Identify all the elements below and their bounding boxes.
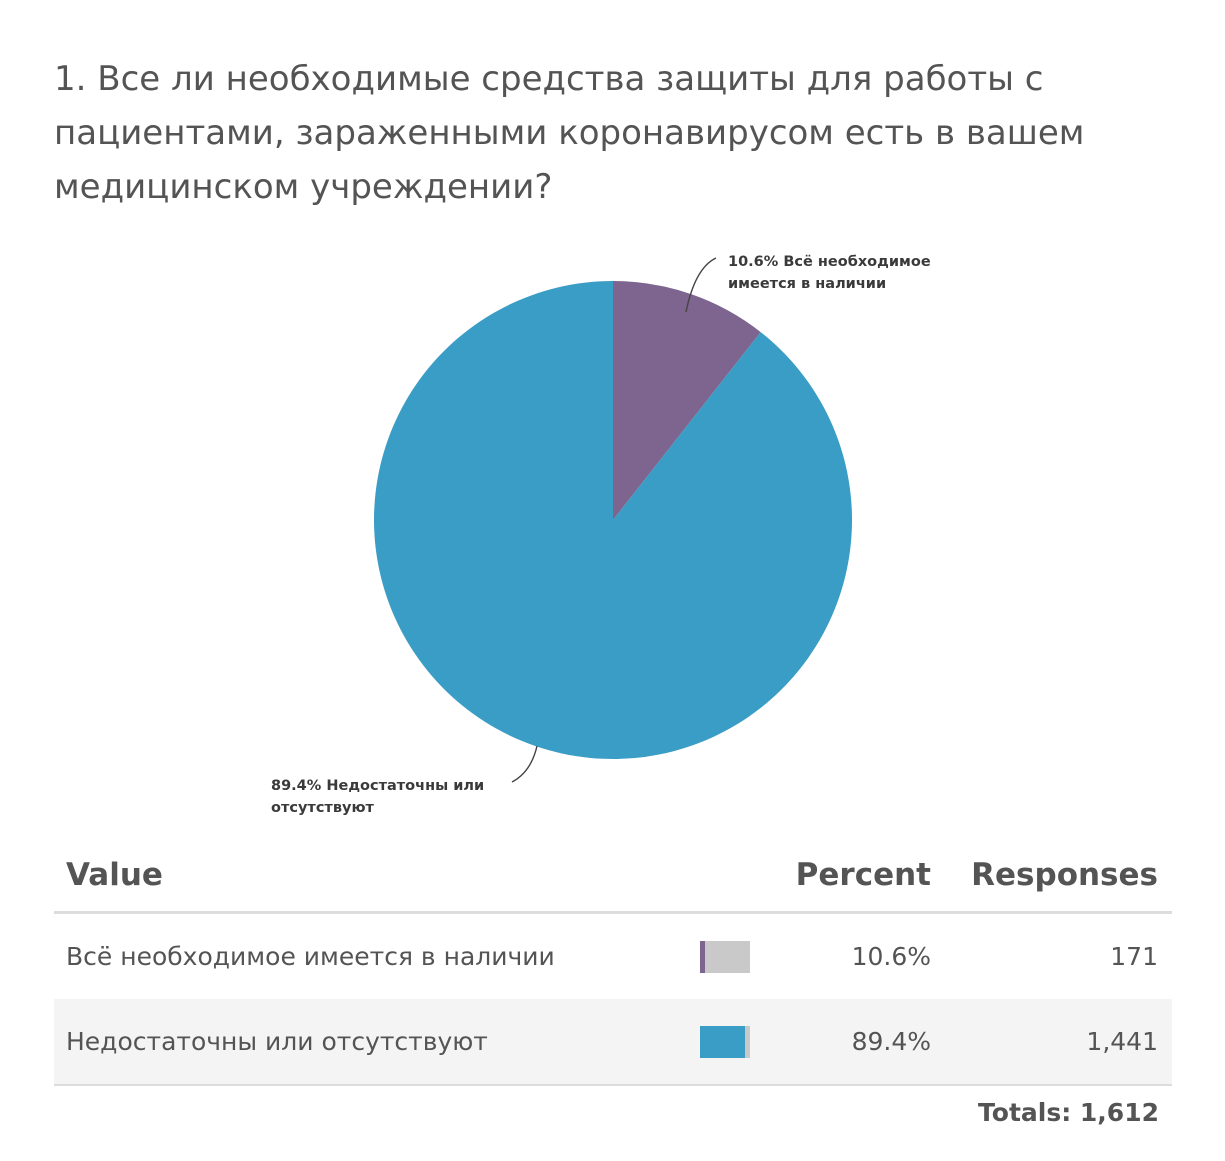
header-bar: [686, 838, 786, 914]
leader-line-slice-1: [685, 257, 717, 313]
pie-label-slice-2: 89.4% Недостаточны или отсутствуют: [271, 778, 489, 816]
row-progress-fill: [700, 940, 706, 973]
pie-label-slice-1: 10.6% Всё необходимое имеется в наличии: [728, 254, 936, 292]
pie-label-slice-2-line2: отсутствуют: [271, 800, 375, 816]
header-percent: Percent: [786, 838, 931, 914]
table-row: Всё необходимое имеется в наличии 10.6% …: [54, 913, 1172, 1000]
row-responses: 171: [1110, 942, 1158, 971]
table-row: Недостаточны или отсутствуют 89.4% 1,441: [54, 999, 1172, 1086]
table-header-row: Value Percent Responses: [54, 838, 1172, 914]
pie-label-slice-1-line1: 10.6% Всё необходимое: [728, 254, 931, 270]
row-bar-cell: [686, 999, 786, 1086]
pie-label-slice-2-line1: 89.4% Недостаточны или: [271, 778, 484, 794]
row-progress-bar: [700, 1025, 750, 1058]
row-percent: 89.4%: [786, 999, 931, 1086]
pie-slice-2: [373, 281, 852, 759]
row-value: Всё необходимое имеется в наличии: [66, 942, 555, 971]
pie-chart: 10.6% Всё необходимое имеется в наличии …: [271, 254, 936, 816]
pie-slice-1: [613, 281, 761, 520]
header-value: Value: [54, 838, 686, 914]
row-bar-cell: [686, 913, 786, 1000]
header-responses: Responses: [931, 838, 1172, 914]
results-table: Value Percent Responses Всё необходимое …: [54, 838, 1172, 1086]
leader-line-slice-2: [511, 745, 538, 783]
row-responses: 1,441: [931, 999, 1172, 1086]
row-progress-fill: [700, 1025, 745, 1058]
pie-label-slice-1-line2: имеется в наличии: [728, 276, 886, 292]
row-progress-bar: [700, 940, 750, 973]
row-percent: 10.6%: [851, 942, 931, 971]
question-title: 1. Все ли необходимые средства защиты дл…: [54, 59, 1085, 207]
row-value: Недостаточны или отсутствуют: [54, 999, 686, 1086]
totals: Totals: 1,612: [978, 1098, 1159, 1127]
